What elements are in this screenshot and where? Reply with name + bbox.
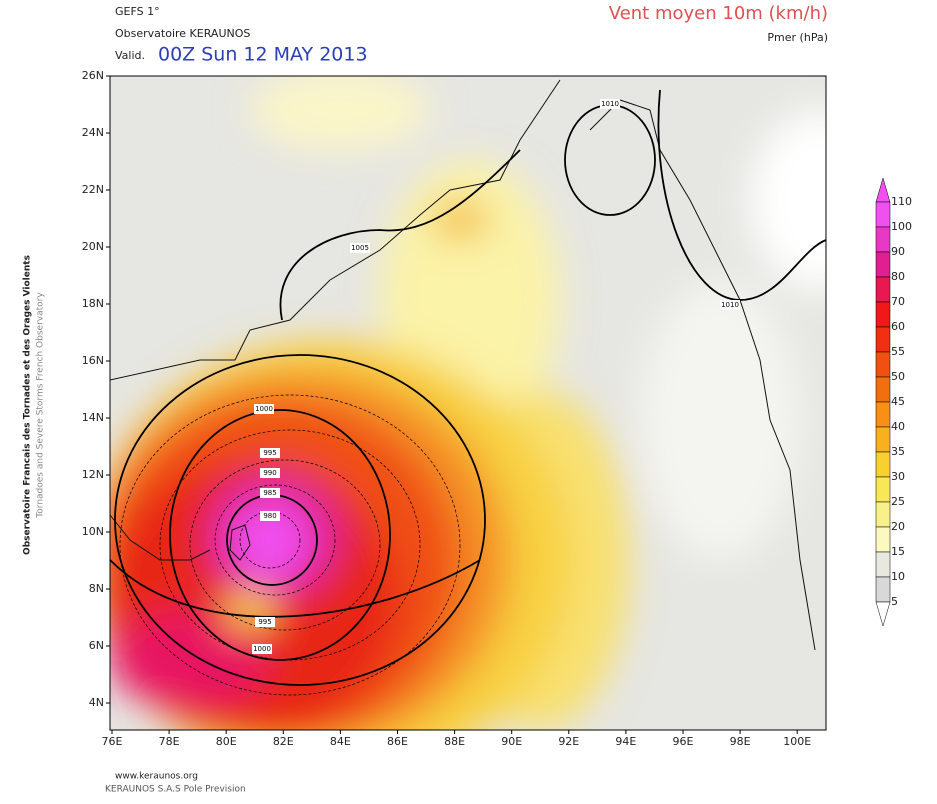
lon-label: 92E [558, 735, 579, 748]
lon-label: 84E [330, 735, 351, 748]
lat-label: 22N [82, 183, 104, 196]
colorbar-swatch [875, 326, 891, 353]
contour-label: 995 [258, 618, 271, 626]
contour-label: 980 [263, 512, 276, 520]
colorbar-swatch [875, 301, 891, 328]
isobar [110, 89, 826, 686]
side-text: Observatoire Francais des Tornades et de… [23, 255, 33, 555]
map-frame [109, 75, 827, 731]
colorbar-label: 45 [891, 395, 905, 408]
lat-label: 16N [82, 354, 104, 367]
map-title: Vent moyen 10m (km/h) [609, 3, 828, 24]
colorbar-label: 70 [891, 295, 905, 308]
colorbar-swatch [875, 276, 891, 303]
colorbar-tip [875, 177, 891, 203]
contour-label: 990 [263, 469, 276, 477]
lat-label: 8N [89, 582, 104, 595]
lat-label: 24N [82, 126, 104, 139]
lat-label: 6N [89, 639, 104, 652]
lon-label: 88E [444, 735, 465, 748]
colorbar-label: 5 [891, 595, 898, 608]
contour-label-bg [252, 644, 272, 654]
contour-label-bg [600, 99, 620, 109]
colorbar-swatch [875, 226, 891, 253]
footer-company: KERAUNOS S.A.S Pole Prevision [105, 785, 246, 795]
colorbar-label: 50 [891, 370, 905, 383]
contour-label-bg [260, 448, 280, 458]
colorbar-label: 25 [891, 495, 905, 508]
side-text: Tornadoes and Severe Storms French Obser… [36, 292, 46, 519]
colorbar-label: 35 [891, 445, 905, 458]
colorbar-label: 20 [891, 520, 905, 533]
contour-label: 1000 [253, 645, 271, 653]
lon-label: 78E [159, 735, 180, 748]
colorbar-swatch [875, 476, 891, 503]
colorbar-swatch [875, 526, 891, 553]
lon-label: 76E [102, 735, 123, 748]
lat-label: 26N [82, 69, 104, 82]
lon-label: 86E [387, 735, 408, 748]
contour-label: 995 [263, 449, 276, 457]
contour-label-bg [260, 468, 280, 478]
lon-label: 94E [615, 735, 636, 748]
lat-label: 20N [82, 240, 104, 253]
colorbar-label: 110 [891, 195, 912, 208]
colorbar-swatch [875, 501, 891, 528]
contour-label-bg [720, 300, 740, 310]
colorbar-swatch [875, 551, 891, 578]
contour-label: 1010 [721, 301, 739, 309]
contour-label-bg [255, 617, 275, 627]
lat-label: 12N [82, 468, 104, 481]
contour-label-bg [254, 404, 274, 414]
colorbar-label: 30 [891, 470, 905, 483]
colorbar-swatch [875, 401, 891, 428]
lon-label: 96E [673, 735, 694, 748]
colorbar-tip [875, 601, 891, 627]
colorbar-swatch [875, 576, 891, 603]
model: GEFS 1° [115, 5, 160, 18]
lon-label: 82E [273, 735, 294, 748]
colorbar-swatch [875, 251, 891, 278]
contour-label-bg [350, 243, 370, 253]
lon-label: 98E [730, 735, 751, 748]
coastline [110, 79, 816, 651]
colorbar-label: 60 [891, 320, 905, 333]
lat-label: 18N [82, 297, 104, 310]
colorbar-swatch [875, 376, 891, 403]
lon-label: 100E [783, 735, 811, 748]
colorbar-swatch [875, 201, 891, 228]
wind-field [110, 76, 826, 730]
colorbar-label: 90 [891, 245, 905, 258]
colorbar-label: 55 [891, 345, 905, 358]
colorbar-label: 10 [891, 570, 905, 583]
lat-label: 14N [82, 411, 104, 424]
valid-time: 00Z Sun 12 MAY 2013 [158, 44, 368, 66]
lon-label: 80E [216, 735, 237, 748]
colorbar-label: 15 [891, 545, 905, 558]
contour-label: 985 [263, 489, 276, 497]
colorbar-label: 80 [891, 270, 905, 283]
colorbar-swatch [875, 351, 891, 378]
contour-label: 1010 [601, 100, 619, 108]
contour-label-bg [260, 488, 280, 498]
contour-label-bg [260, 511, 280, 521]
colorbar-label: 100 [891, 220, 912, 233]
contour-label: 1005 [351, 244, 369, 252]
lat-label: 4N [89, 696, 104, 709]
contour-label: 1000 [255, 405, 273, 413]
valid-prefix: Valid. [115, 49, 145, 62]
source: Observatoire KERAUNOS [115, 27, 250, 40]
colorbar-swatch [875, 451, 891, 478]
map-subtitle: Pmer (hPa) [767, 31, 828, 44]
lat-label: 10N [82, 525, 104, 538]
lon-label: 90E [501, 735, 522, 748]
colorbar-swatch [875, 426, 891, 453]
footer-url: www.keraunos.org [115, 772, 198, 782]
colorbar-label: 40 [891, 420, 905, 433]
